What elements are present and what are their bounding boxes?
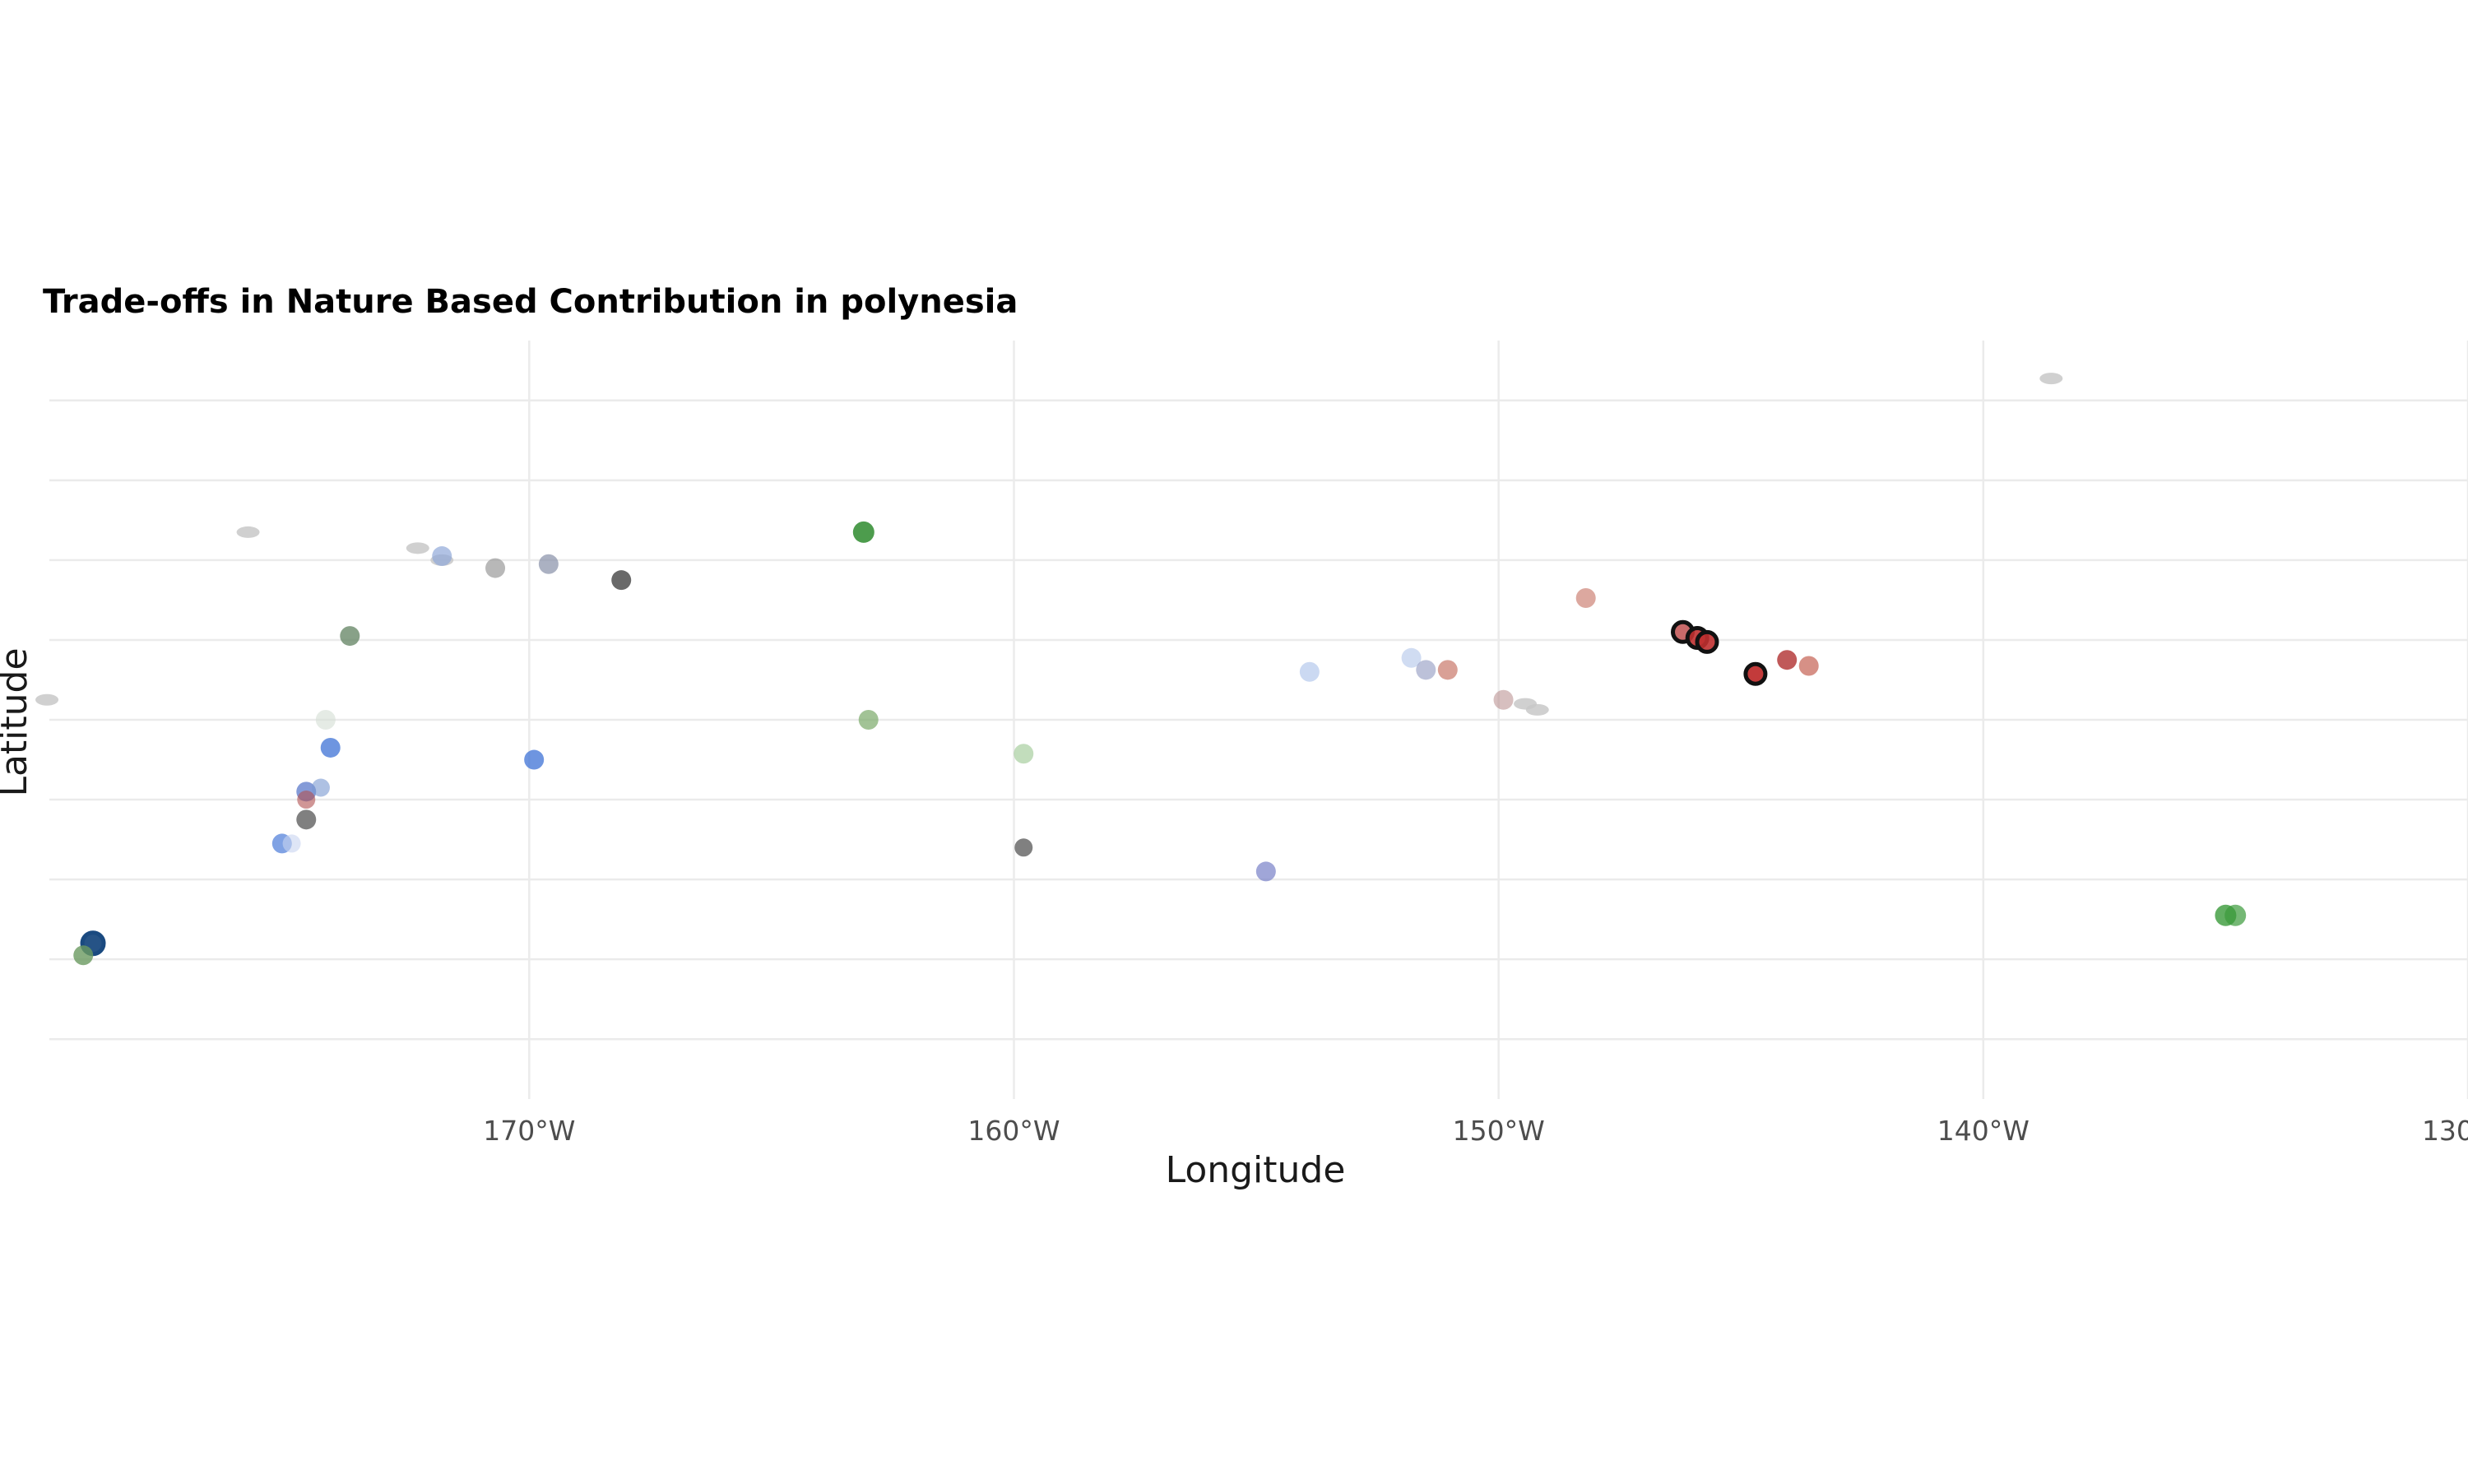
data-point (1493, 689, 1514, 710)
data-point (1695, 629, 1719, 654)
grid-lines (49, 341, 2468, 1099)
data-point (1743, 661, 1768, 686)
data-point (611, 570, 632, 591)
data-point (538, 554, 559, 574)
island-shape (1525, 703, 1549, 716)
data-point (432, 546, 452, 567)
data-point (297, 791, 316, 809)
data-point (1777, 650, 1798, 670)
data-point (296, 809, 317, 830)
data-point (2224, 904, 2247, 926)
data-point (340, 626, 360, 647)
x-axis-title: Longitude (1166, 1149, 1346, 1191)
data-point (858, 710, 879, 730)
data-point (1401, 647, 1422, 668)
data-point (1014, 838, 1033, 857)
x-tick-label: 150°W (1453, 1115, 1545, 1147)
data-points (73, 521, 2247, 966)
island-shape (406, 542, 429, 554)
x-tick-label: 130°W (2422, 1115, 2468, 1147)
data-point (1416, 660, 1436, 680)
y-axis-title: Latitude (0, 647, 35, 796)
x-axis-ticks: 170°W 160°W 150°W 140°W 130°W (483, 1115, 2468, 1147)
data-point (320, 737, 341, 758)
data-point (524, 749, 545, 770)
x-tick-label: 140°W (1937, 1115, 2030, 1147)
island-shape (35, 693, 59, 706)
data-point (1014, 744, 1034, 764)
data-point (73, 945, 94, 966)
data-point (1575, 587, 1596, 608)
x-tick-label: 170°W (483, 1115, 575, 1147)
island-shape (236, 526, 260, 538)
data-point (1437, 660, 1458, 680)
island-shape (2039, 373, 2063, 385)
data-point (852, 521, 874, 543)
land-layer (35, 373, 2063, 716)
chart-title: Trade-offs in Nature Based Contribution … (43, 283, 1018, 321)
data-point (1798, 656, 1819, 676)
data-point (311, 778, 330, 797)
data-point (1255, 861, 1276, 882)
data-point (1299, 661, 1320, 682)
data-point (485, 558, 506, 578)
data-point (315, 710, 336, 730)
data-point (282, 834, 301, 853)
x-tick-label: 160°W (967, 1115, 1060, 1147)
